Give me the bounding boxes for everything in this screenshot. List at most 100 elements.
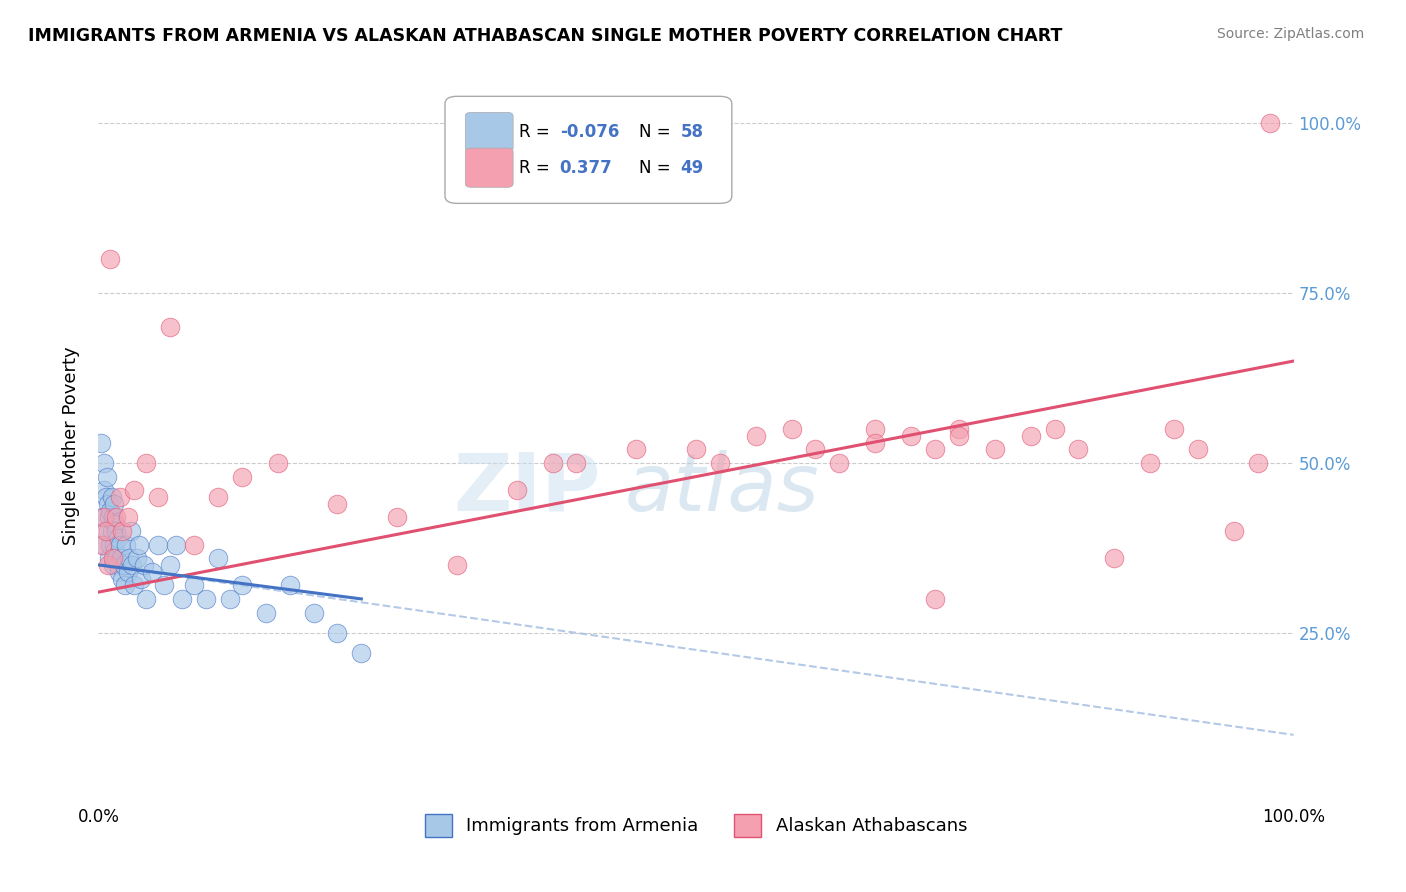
Point [148,490,170,504]
Point [96,469,118,483]
Point [385,510,409,524]
Point [112,558,135,572]
Point [1019,429,1042,443]
Point [828,456,851,470]
Point [780,422,803,436]
Point [924,591,946,606]
Point [131,572,153,586]
Point [107,531,129,545]
Point [111,572,134,586]
Point [865,422,887,436]
Point [105,551,128,566]
Point [91,537,114,551]
Point [446,558,468,572]
Point [107,565,129,579]
Point [207,551,229,566]
Point [565,456,588,470]
Point [98,551,121,566]
Point [107,558,129,572]
Text: 0.377: 0.377 [560,159,613,177]
Point [207,490,229,504]
Point [101,510,124,524]
Point [350,646,373,660]
Point [254,606,277,620]
Point [1067,442,1090,457]
Text: R =: R = [519,123,555,141]
Point [326,497,349,511]
Point [111,524,134,538]
Point [159,558,181,572]
Point [326,626,349,640]
Point [135,591,157,606]
Y-axis label: Single Mother Poverty: Single Mother Poverty [62,347,80,545]
Point [984,442,1007,457]
Text: IMMIGRANTS FROM ARMENIA VS ALASKAN ATHABASCAN SINGLE MOTHER POVERTY CORRELATION : IMMIGRANTS FROM ARMENIA VS ALASKAN ATHAB… [28,27,1063,45]
Point [105,524,128,538]
Point [685,442,707,457]
FancyBboxPatch shape [465,112,513,152]
Text: -0.076: -0.076 [560,123,619,141]
Point [1104,551,1126,566]
Point [90,435,112,450]
Point [1043,422,1066,436]
Point [195,591,218,606]
Point [231,469,253,483]
Point [121,558,143,572]
Text: N =: N = [638,123,675,141]
Point [541,456,564,470]
Point [948,422,970,436]
Point [267,456,290,470]
Point [114,578,136,592]
Point [302,606,325,620]
Point [120,524,142,538]
FancyBboxPatch shape [465,148,513,187]
Point [104,544,127,558]
Point [101,558,124,572]
Point [506,483,529,498]
Text: N =: N = [638,159,675,177]
Text: Source: ZipAtlas.com: Source: ZipAtlas.com [1216,27,1364,41]
Point [101,551,124,566]
Point [98,537,122,551]
Point [1139,456,1161,470]
Point [117,565,139,579]
Point [135,456,157,470]
Point [100,524,122,538]
Point [278,578,301,592]
Point [924,442,946,457]
Point [93,456,115,470]
Point [948,429,970,443]
Point [108,490,131,504]
Point [124,483,146,498]
Point [105,510,128,524]
Text: atlas: atlas [624,450,820,528]
Point [103,497,125,511]
Point [1163,422,1185,436]
Point [183,578,205,592]
Point [117,510,139,524]
Point [219,591,242,606]
Point [128,537,150,551]
Point [745,429,768,443]
Point [100,490,122,504]
Point [709,456,731,470]
Point [94,524,117,538]
Point [804,442,827,457]
Point [183,537,205,551]
Point [153,578,176,592]
Point [108,537,131,551]
Point [1258,116,1281,130]
Point [1223,524,1246,538]
Point [110,551,132,566]
Point [94,490,117,504]
Text: 58: 58 [681,123,703,141]
Point [865,435,887,450]
Point [98,252,122,266]
Point [900,429,922,443]
Point [1187,442,1209,457]
Point [97,497,120,511]
Text: 49: 49 [681,159,703,177]
Legend: Immigrants from Armenia, Alaskan Athabascans: Immigrants from Armenia, Alaskan Athabas… [418,807,974,844]
Point [98,503,122,517]
Point [93,483,115,498]
